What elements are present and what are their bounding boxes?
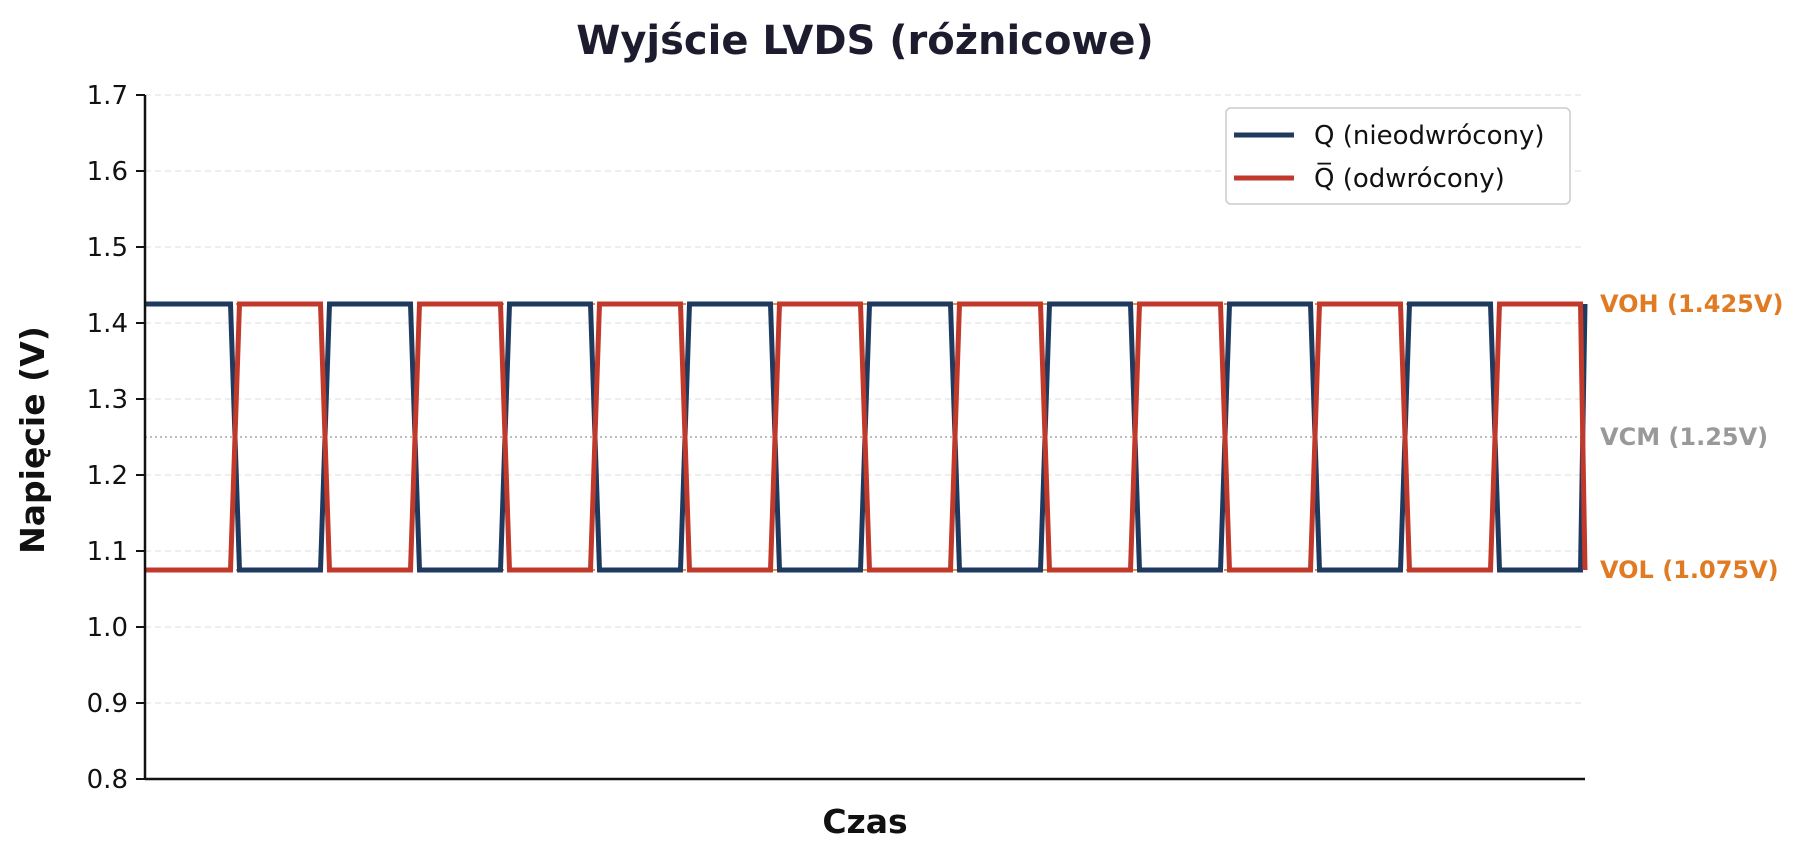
- series-line: [145, 301, 1588, 573]
- y-tick-label: 1.5: [87, 233, 128, 263]
- y-tick-label: 1.1: [87, 537, 128, 567]
- legend: Q (nieodwrócony) Q̅ (odwrócony): [1225, 107, 1571, 205]
- reference-label: VOH (1.425V): [1600, 290, 1783, 318]
- legend-label: Q (nieodwrócony): [1314, 121, 1544, 151]
- y-tick-label: 0.9: [87, 689, 128, 719]
- reference-labels: VOH (1.425V) VCM (1.25V) VOL (1.075V): [1600, 290, 1783, 584]
- y-tick-label: 1.2: [87, 461, 128, 491]
- y-tick-label: 1.0: [87, 613, 128, 643]
- y-axis-label: Napięcie (V): [13, 326, 52, 554]
- y-tick-label: 1.7: [87, 81, 128, 111]
- legend-box: [1225, 107, 1571, 205]
- axes: [143, 95, 1585, 781]
- reference-label: VCM (1.25V): [1600, 423, 1768, 451]
- y-tick-label: 1.4: [87, 309, 128, 339]
- reference-label: VOL (1.075V): [1600, 556, 1779, 584]
- y-tick-label: 1.6: [87, 157, 128, 187]
- series-group: [145, 301, 1588, 573]
- legend-label: Q̅ (odwrócony): [1314, 162, 1505, 194]
- chart-title: Wyjście LVDS (różnicowe): [576, 18, 1154, 64]
- x-axis-label: Czas: [822, 802, 907, 841]
- y-tick-label: 1.3: [87, 385, 128, 415]
- y-ticks: 0.8 0.9 1.0 1.1 1.2 1.3 1.4 1.5 1.6 1.7: [87, 81, 145, 795]
- y-tick-label: 0.8: [87, 765, 128, 795]
- series-line: [145, 301, 1588, 573]
